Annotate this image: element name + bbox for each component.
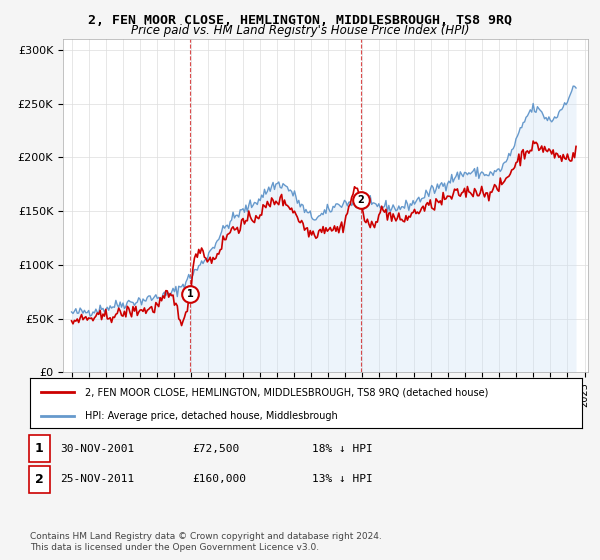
Text: £160,000: £160,000: [192, 474, 246, 484]
Text: 2: 2: [358, 195, 364, 206]
Text: HPI: Average price, detached house, Middlesbrough: HPI: Average price, detached house, Midd…: [85, 411, 338, 421]
Text: £72,500: £72,500: [192, 444, 239, 454]
Text: 30-NOV-2001: 30-NOV-2001: [60, 444, 134, 454]
Text: 18% ↓ HPI: 18% ↓ HPI: [312, 444, 373, 454]
Text: 2, FEN MOOR CLOSE, HEMLINGTON, MIDDLESBROUGH, TS8 9RQ: 2, FEN MOOR CLOSE, HEMLINGTON, MIDDLESBR…: [88, 14, 512, 27]
Text: 2: 2: [35, 473, 43, 486]
Text: 13% ↓ HPI: 13% ↓ HPI: [312, 474, 373, 484]
Text: 25-NOV-2011: 25-NOV-2011: [60, 474, 134, 484]
Text: 1: 1: [35, 442, 43, 455]
Text: 1: 1: [187, 290, 193, 300]
Text: Price paid vs. HM Land Registry's House Price Index (HPI): Price paid vs. HM Land Registry's House …: [131, 24, 469, 37]
Text: 2, FEN MOOR CLOSE, HEMLINGTON, MIDDLESBROUGH, TS8 9RQ (detached house): 2, FEN MOOR CLOSE, HEMLINGTON, MIDDLESBR…: [85, 387, 488, 397]
Text: Contains HM Land Registry data © Crown copyright and database right 2024.
This d: Contains HM Land Registry data © Crown c…: [30, 532, 382, 552]
